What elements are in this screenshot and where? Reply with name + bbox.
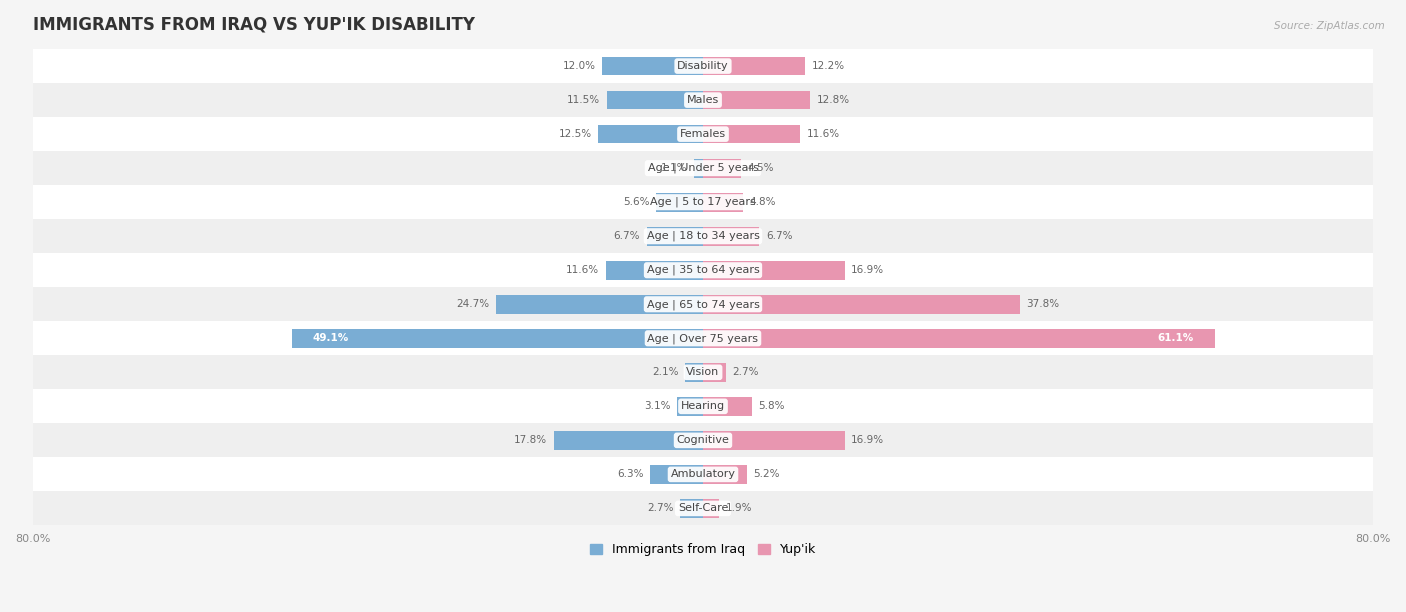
Text: 49.1%: 49.1% (312, 334, 349, 343)
Text: 4.8%: 4.8% (749, 197, 776, 207)
Bar (32, 151, 1374, 185)
Bar (606, 261, 703, 280)
Text: 6.3%: 6.3% (617, 469, 644, 479)
Text: 16.9%: 16.9% (851, 265, 884, 275)
Text: 5.6%: 5.6% (623, 197, 650, 207)
Text: 3.1%: 3.1% (644, 401, 671, 411)
Text: 11.6%: 11.6% (807, 129, 839, 139)
Bar (703, 329, 1215, 348)
Text: Ambulatory: Ambulatory (671, 469, 735, 479)
Text: 2.7%: 2.7% (647, 504, 673, 513)
Bar (32, 321, 1374, 356)
Text: 12.5%: 12.5% (558, 129, 592, 139)
Bar (32, 389, 1374, 424)
Bar (496, 295, 703, 313)
Bar (703, 91, 810, 110)
Text: Age | 5 to 17 years: Age | 5 to 17 years (650, 197, 756, 207)
Text: 4.5%: 4.5% (748, 163, 773, 173)
Bar (703, 363, 725, 382)
Text: 61.1%: 61.1% (1157, 334, 1194, 343)
Text: 24.7%: 24.7% (456, 299, 489, 309)
Bar (693, 159, 703, 177)
Text: 12.8%: 12.8% (817, 95, 851, 105)
Bar (32, 83, 1374, 117)
Bar (606, 91, 703, 110)
Text: Females: Females (681, 129, 725, 139)
Bar (703, 159, 741, 177)
Text: Hearing: Hearing (681, 401, 725, 411)
Bar (678, 397, 703, 416)
Bar (599, 125, 703, 143)
Bar (657, 193, 703, 212)
Text: IMMIGRANTS FROM IRAQ VS YUP'IK DISABILITY: IMMIGRANTS FROM IRAQ VS YUP'IK DISABILIT… (32, 15, 475, 33)
Bar (703, 465, 747, 483)
Text: 1.9%: 1.9% (725, 504, 752, 513)
Text: 6.7%: 6.7% (613, 231, 640, 241)
Text: Age | 18 to 34 years: Age | 18 to 34 years (647, 231, 759, 242)
Text: 5.2%: 5.2% (754, 469, 780, 479)
Bar (32, 253, 1374, 287)
Bar (703, 295, 1019, 313)
Bar (703, 57, 806, 75)
Bar (32, 356, 1374, 389)
Text: 12.0%: 12.0% (562, 61, 596, 71)
Bar (32, 287, 1374, 321)
Text: Males: Males (688, 95, 718, 105)
Text: Age | Over 75 years: Age | Over 75 years (648, 333, 758, 343)
Bar (703, 397, 752, 416)
Bar (685, 363, 703, 382)
Text: 6.7%: 6.7% (766, 231, 793, 241)
Text: 2.1%: 2.1% (652, 367, 679, 378)
Bar (650, 465, 703, 483)
Bar (681, 499, 703, 518)
Bar (32, 457, 1374, 491)
Text: 11.6%: 11.6% (567, 265, 599, 275)
Bar (703, 499, 718, 518)
Bar (703, 227, 759, 245)
Bar (703, 261, 845, 280)
Bar (703, 431, 845, 450)
Bar (703, 125, 800, 143)
Text: Age | Under 5 years: Age | Under 5 years (648, 163, 758, 173)
Text: Self-Care: Self-Care (678, 504, 728, 513)
Text: 11.5%: 11.5% (567, 95, 600, 105)
Text: Disability: Disability (678, 61, 728, 71)
Legend: Immigrants from Iraq, Yup'ik: Immigrants from Iraq, Yup'ik (585, 538, 821, 561)
Text: 16.9%: 16.9% (851, 435, 884, 446)
Text: 2.7%: 2.7% (733, 367, 759, 378)
Bar (291, 329, 703, 348)
Bar (602, 57, 703, 75)
Text: 17.8%: 17.8% (515, 435, 547, 446)
Text: Age | 35 to 64 years: Age | 35 to 64 years (647, 265, 759, 275)
Text: 37.8%: 37.8% (1026, 299, 1060, 309)
Text: Source: ZipAtlas.com: Source: ZipAtlas.com (1274, 21, 1385, 31)
Text: 5.8%: 5.8% (758, 401, 785, 411)
Text: Vision: Vision (686, 367, 720, 378)
Bar (647, 227, 703, 245)
Bar (32, 491, 1374, 526)
Bar (32, 117, 1374, 151)
Bar (32, 424, 1374, 457)
Bar (554, 431, 703, 450)
Text: 12.2%: 12.2% (811, 61, 845, 71)
Bar (32, 219, 1374, 253)
Bar (703, 193, 744, 212)
Text: Cognitive: Cognitive (676, 435, 730, 446)
Bar (32, 49, 1374, 83)
Bar (32, 185, 1374, 219)
Text: Age | 65 to 74 years: Age | 65 to 74 years (647, 299, 759, 310)
Text: 1.1%: 1.1% (661, 163, 688, 173)
